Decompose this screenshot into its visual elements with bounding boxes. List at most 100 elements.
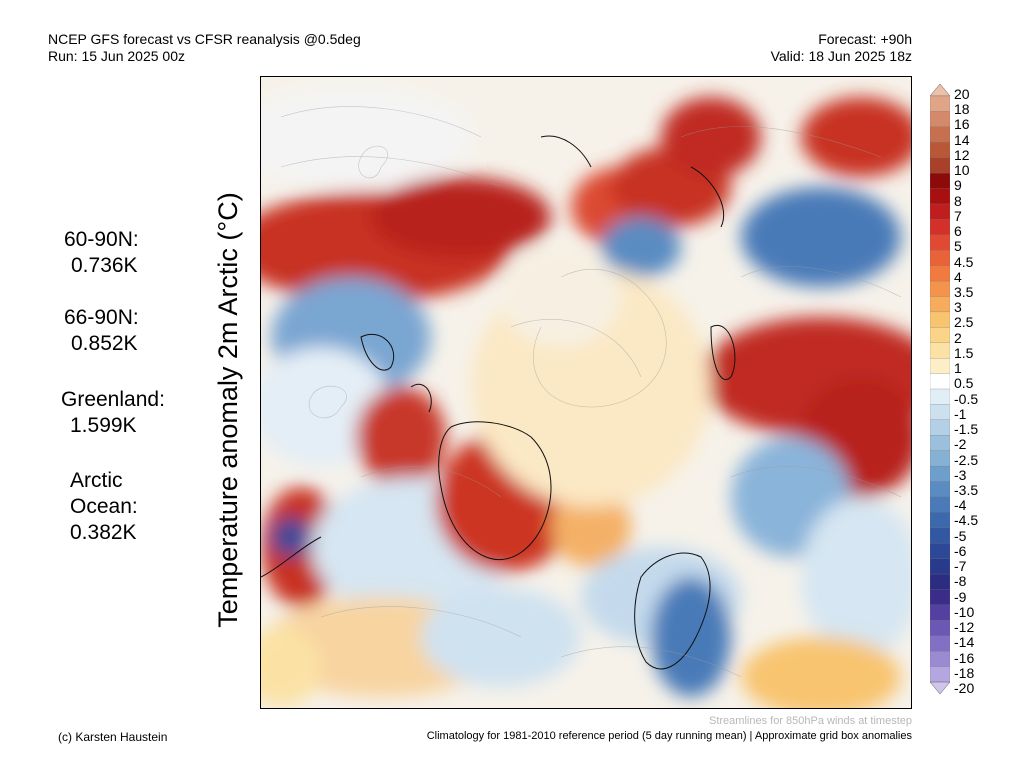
stat-greenland: Greenland: 1.599K xyxy=(61,387,165,439)
colorbar-cell xyxy=(930,681,950,694)
colorbar-tick-label: 2 xyxy=(954,329,962,346)
colorbar-tick-label: 8 xyxy=(954,192,962,209)
colorbar-tick-label: -2 xyxy=(954,436,967,453)
colorbar-cell xyxy=(930,651,950,668)
colorbar-tick-label: 12 xyxy=(954,146,970,163)
colorbar-cell xyxy=(930,388,950,406)
colorbar-cell xyxy=(930,126,950,143)
stat-label: 66-90N: xyxy=(64,306,139,329)
stat-arctic-ocean: Arctic Ocean: 0.382K xyxy=(70,468,180,546)
colorbar-tick-label: 9 xyxy=(954,177,962,194)
colorbar xyxy=(930,84,950,694)
colorbar-cell xyxy=(930,527,950,544)
colorbar-cell xyxy=(930,419,950,436)
colorbar-tick-label: 14 xyxy=(954,131,970,148)
valid-time: Valid: 18 Jun 2025 18z xyxy=(770,48,912,64)
colorbar-tick-label: -20 xyxy=(954,680,975,696)
colorbar-cell xyxy=(930,635,950,652)
colorbar-tick-label: -10 xyxy=(954,603,975,620)
colorbar-cell xyxy=(930,172,950,190)
colorbar-tick-label: -18 xyxy=(954,664,975,681)
colorbar-cell xyxy=(930,342,950,359)
colorbar-tick-label: -0.5 xyxy=(954,390,979,407)
colorbar-cell xyxy=(930,404,950,421)
run-time: Run: 15 Jun 2025 00z xyxy=(48,48,185,64)
colorbar-cell xyxy=(930,234,950,251)
stat-value: 0.852K xyxy=(71,332,138,355)
colorbar-tick-label: -12 xyxy=(954,619,975,636)
colorbar-tick-label: 7 xyxy=(954,207,962,224)
colorbar-tick-label: 6 xyxy=(954,223,962,240)
colorbar-tick-label: 1 xyxy=(954,360,962,377)
colorbar-cell xyxy=(930,373,950,390)
colorbar-cell xyxy=(930,450,950,467)
colorbar-tick-label: 10 xyxy=(954,162,970,179)
colorbar-tick-label: -7 xyxy=(954,558,967,575)
colorbar-cell xyxy=(930,496,950,514)
stat-66-90n: 66-90N: 0.852K xyxy=(64,305,139,357)
colorbar-cell xyxy=(930,358,950,375)
colorbar-cell xyxy=(930,296,950,313)
anomaly-map[interactable] xyxy=(260,76,912,709)
colorbar-cell xyxy=(930,327,950,344)
colorbar-cell xyxy=(930,84,950,97)
forecast-hour: Forecast: +90h xyxy=(818,31,912,47)
colorbar-cell xyxy=(930,311,950,328)
colorbar-cell xyxy=(930,157,950,174)
stat-label: 60-90N: xyxy=(64,228,139,251)
credit: (c) Karsten Haustein xyxy=(58,730,168,744)
model-title: NCEP GFS forecast vs CFSR reanalysis @0.… xyxy=(48,31,361,47)
colorbar-cell xyxy=(930,558,950,575)
anomaly-map-graphic xyxy=(261,77,911,708)
colorbar-cell xyxy=(930,203,950,221)
colorbar-cell xyxy=(930,573,950,591)
colorbar-tick-label: -2.5 xyxy=(954,451,979,468)
colorbar-tick-label: -9 xyxy=(954,588,967,605)
stat-60-90n: 60-90N: 0.736K xyxy=(64,227,139,279)
colorbar-tick-label: 0.5 xyxy=(954,375,974,392)
colorbar-cell xyxy=(930,95,950,113)
colorbar-cell xyxy=(930,219,950,236)
colorbar-tick-label: -3 xyxy=(954,466,967,483)
colorbar-tick-label: 20 xyxy=(954,86,970,102)
colorbar-cell xyxy=(930,250,950,267)
colorbar-cell xyxy=(930,142,950,159)
header-right: Forecast: +90h Valid: 18 Jun 2025 18z xyxy=(771,31,912,65)
colorbar-tick-label: 3 xyxy=(954,299,962,316)
colorbar-cell xyxy=(930,465,950,483)
colorbar-tick-label: -1 xyxy=(954,405,967,422)
colorbar-cell xyxy=(930,666,950,683)
colorbar-tick-label: 18 xyxy=(954,101,970,118)
stat-value: 1.599K xyxy=(70,414,137,437)
colorbar-tick-label: 4.5 xyxy=(954,253,974,270)
colorbar-cell xyxy=(930,512,950,529)
colorbar-tick-label: 3.5 xyxy=(954,284,974,300)
colorbar-cell xyxy=(930,111,950,128)
colorbar-tick-label: -6 xyxy=(954,542,967,559)
colorbar-cell xyxy=(930,604,950,621)
colorbar-tick-label: 1.5 xyxy=(954,344,974,361)
colorbar-cell xyxy=(930,280,950,298)
stat-value: 0.382K xyxy=(70,521,137,544)
colorbar-tick-label: -1.5 xyxy=(954,421,979,438)
map-axis-title: Temperature anomaly 2m Arctic (°C) xyxy=(213,192,243,628)
colorbar-cell xyxy=(930,265,950,282)
stat-label: Greenland: xyxy=(61,388,165,411)
header-left: NCEP GFS forecast vs CFSR reanalysis @0.… xyxy=(48,31,361,65)
colorbar-tick-label: -8 xyxy=(954,573,967,590)
colorbar-cell xyxy=(930,435,950,452)
colorbar-cell xyxy=(930,543,950,560)
colorbar-tick-label: -14 xyxy=(954,634,975,651)
stat-value: 0.736K xyxy=(71,254,138,277)
colorbar-tick-label: -5 xyxy=(954,527,967,544)
colorbar-cell xyxy=(930,589,950,606)
colorbar-tick-label: -16 xyxy=(954,649,975,666)
colorbar-tick-label: -3.5 xyxy=(954,482,979,498)
colorbar-cell xyxy=(930,188,950,205)
colorbar-cell xyxy=(930,620,950,637)
colorbar-tick-label: 2.5 xyxy=(954,314,974,331)
colorbar-cell xyxy=(930,481,950,498)
stat-label: Arctic Ocean: xyxy=(70,469,138,518)
colorbar-tick-label: 16 xyxy=(954,116,970,133)
climatology-note: Climatology for 1981-2010 reference peri… xyxy=(426,730,912,742)
